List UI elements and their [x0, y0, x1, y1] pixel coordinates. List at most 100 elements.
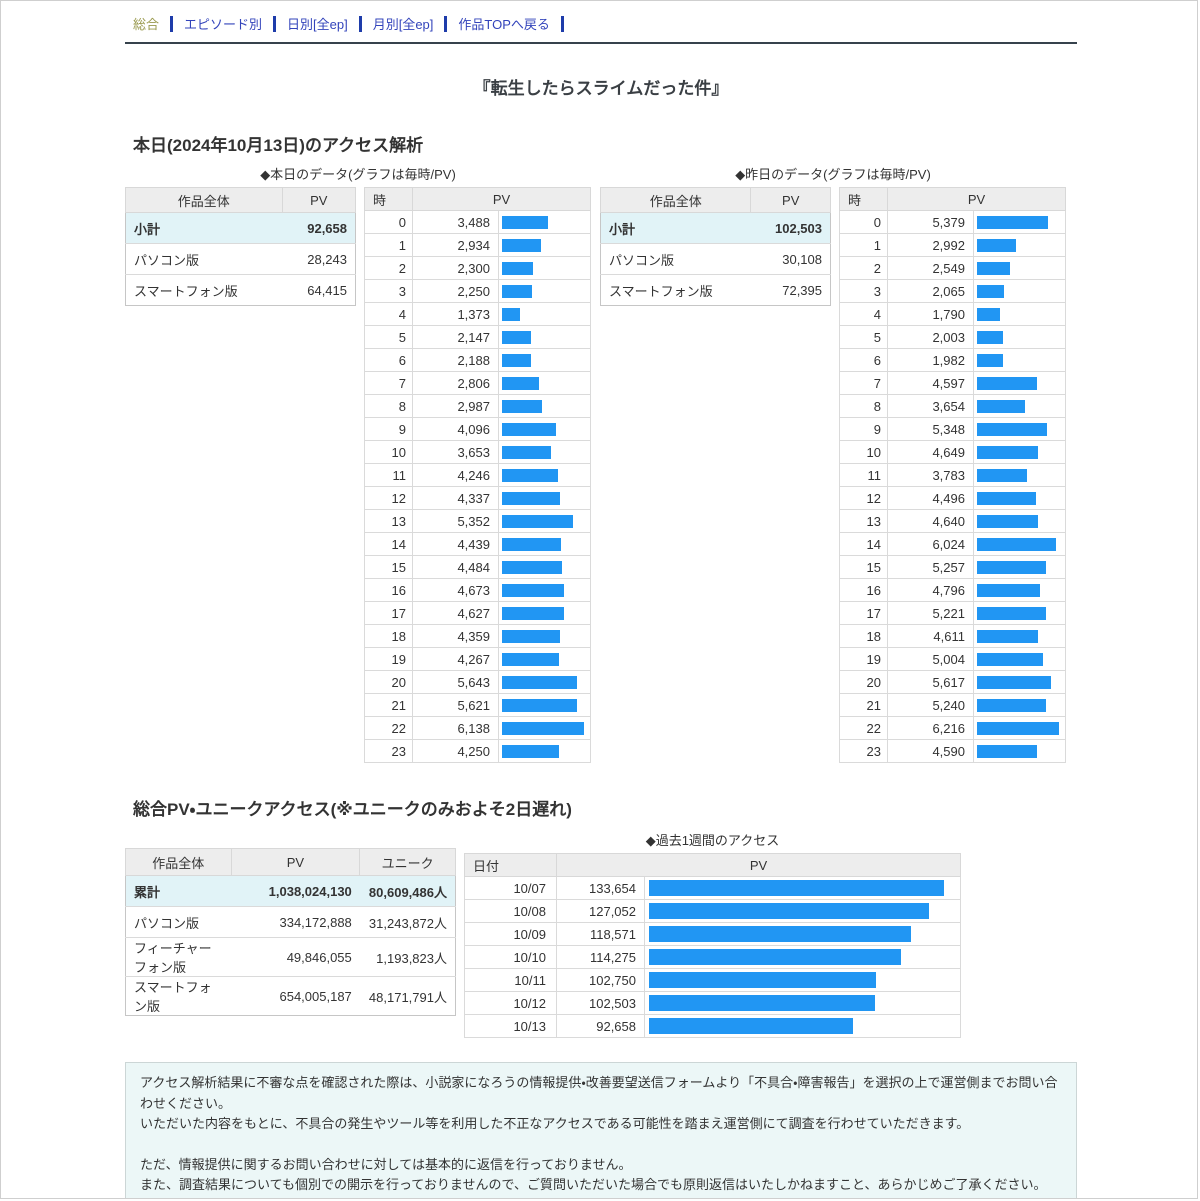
- hourly-panels: ◆本日のデータ(グラフは毎時/PV) 作品全体 PV 小計 92,658 パソコン版 28…: [125, 164, 1077, 763]
- row-label: 小計: [600, 212, 751, 244]
- pv-value: 102,503: [556, 991, 645, 1015]
- row-label: 小計: [125, 212, 283, 244]
- summary-row: スマートフォン版 64,415: [125, 274, 356, 306]
- hourly-row: 7 4,597: [839, 371, 1066, 395]
- hour-cell: 6: [839, 348, 888, 372]
- pv-value: 4,484: [412, 555, 499, 579]
- pv-value: 3,783: [887, 463, 974, 487]
- notice-line: また、調査結果についても個別での開示を行っておりませんので、ご質問いただいた場合…: [140, 1177, 1047, 1193]
- hourly-row: 23 4,590: [839, 739, 1066, 763]
- pv-value: 102,503: [750, 212, 831, 244]
- hourly-row: 19 5,004: [839, 647, 1066, 671]
- pv-bar: [502, 376, 540, 390]
- pv-value: 72,395: [750, 274, 831, 306]
- bar-cell: [498, 509, 591, 533]
- today-panel: ◆本日のデータ(グラフは毎時/PV) 作品全体 PV 小計 92,658 パソコン版 28…: [125, 164, 591, 763]
- pv-bar: [977, 330, 1004, 344]
- hour-cell: 3: [364, 279, 413, 303]
- hourly-row: 23 4,250: [364, 739, 591, 763]
- bar-cell: [973, 210, 1066, 234]
- pv-bar: [977, 629, 1038, 643]
- header-row: 作品全体 PV: [125, 187, 357, 213]
- pv-bar: [502, 675, 578, 689]
- hourly-row: 1 2,934: [364, 233, 591, 257]
- hour-cell: 17: [839, 601, 888, 625]
- pv-bar: [977, 652, 1043, 666]
- hourly-row: 18 4,359: [364, 624, 591, 648]
- unique-value: 1,193,823人: [359, 937, 456, 977]
- bar-cell: [498, 601, 591, 625]
- pv-value: 28,243: [282, 243, 356, 275]
- pv-bar: [977, 537, 1057, 551]
- hour-cell: 2: [839, 256, 888, 280]
- hourly-row: 12 4,496: [839, 486, 1066, 510]
- bar-cell: [644, 1014, 961, 1038]
- pv-bar: [649, 949, 902, 965]
- pv-value: 2,992: [887, 233, 974, 257]
- bar-cell: [644, 968, 961, 992]
- date-cell: 10/11: [464, 968, 557, 992]
- hourly-row: 17 4,627: [364, 601, 591, 625]
- today-summary-table: 作品全体 PV 小計 92,658 パソコン版 28,243 スマートフォン版 64,415: [125, 187, 357, 306]
- nav-link-monthly[interactable]: 月別[全ep]: [372, 17, 434, 32]
- hour-cell: 14: [364, 532, 413, 556]
- bar-cell: [973, 532, 1066, 556]
- bar-cell: [498, 325, 591, 349]
- summary-row: 小計 102,503: [600, 212, 831, 244]
- nav-separator: [273, 15, 277, 32]
- summary-row: スマートフォン版 72,395: [600, 274, 831, 306]
- hourly-row: 4 1,790: [839, 302, 1066, 326]
- bar-cell: [498, 210, 591, 234]
- hour-cell: 1: [364, 233, 413, 257]
- hour-cell: 16: [839, 578, 888, 602]
- nav-link-work-top[interactable]: 作品TOPへ戻る: [458, 17, 550, 32]
- col-header: PV: [230, 848, 361, 876]
- hourly-row: 19 4,267: [364, 647, 591, 671]
- hour-cell: 18: [364, 624, 413, 648]
- weekly-table: 日付 PV 10/07 133,654 10/08 127,052 10/09 118,571…: [464, 853, 961, 1038]
- bar-cell: [498, 647, 591, 671]
- date-cell: 10/09: [464, 922, 557, 946]
- pv-bar: [502, 238, 541, 252]
- yesterday-panel-caption: ◆昨日のデータ(グラフは毎時/PV): [735, 167, 931, 182]
- pv-value: 5,352: [412, 509, 499, 533]
- hour-cell: 4: [364, 302, 413, 326]
- pv-value: 1,373: [412, 302, 499, 326]
- bar-cell: [498, 670, 591, 694]
- weekly-row: 10/07 133,654: [464, 876, 961, 900]
- pv-value: 3,488: [412, 210, 499, 234]
- unique-value: 31,243,872人: [359, 906, 456, 938]
- row-label: スマートフォン版: [125, 274, 283, 306]
- hour-cell: 19: [839, 647, 888, 671]
- col-header: PV: [281, 187, 357, 213]
- pv-value: 3,654: [887, 394, 974, 418]
- weekly-row: 10/08 127,052: [464, 899, 961, 923]
- bar-cell: [973, 233, 1066, 257]
- hour-cell: 2: [364, 256, 413, 280]
- pv-value: 5,221: [887, 601, 974, 625]
- hour-cell: 7: [839, 371, 888, 395]
- hour-cell: 0: [364, 210, 413, 234]
- nav-link-daily[interactable]: 日別[全ep]: [287, 17, 348, 32]
- pv-value: 4,246: [412, 463, 499, 487]
- nav-link-episode[interactable]: エピソード別: [184, 17, 263, 32]
- hour-cell: 4: [839, 302, 888, 326]
- bar-cell: [973, 371, 1066, 395]
- hour-cell: 17: [364, 601, 413, 625]
- bar-cell: [644, 876, 961, 900]
- hourly-row: 6 2,188: [364, 348, 591, 372]
- hourly-row: 22 6,138: [364, 716, 591, 740]
- hour-cell: 22: [839, 716, 888, 740]
- hourly-row: 21 5,621: [364, 693, 591, 717]
- bar-cell: [973, 463, 1066, 487]
- pv-value: 5,643: [412, 670, 499, 694]
- weekly-chart-table: 日付 PV 10/07 133,654 10/08 127,052 10/09 118,571…: [464, 853, 961, 1038]
- header-row: 日付 PV: [464, 853, 961, 877]
- pv-value: 4,267: [412, 647, 499, 671]
- date-col-header: 日付: [464, 853, 557, 877]
- hourly-table: 時 PV 0 5,379 1 2,992 2 2,549 3 2,065 4 1,790 5 2,003 6…: [839, 187, 1066, 763]
- today-hourly-chart-table: 時 PV 0 3,488 1 2,934 2 2,300 3 2,250 4 1,373 5 2,147 6…: [364, 187, 591, 763]
- pv-value: 49,846,055: [231, 937, 360, 977]
- hourly-row: 17 5,221: [839, 601, 1066, 625]
- pv-value: 4,250: [412, 739, 499, 763]
